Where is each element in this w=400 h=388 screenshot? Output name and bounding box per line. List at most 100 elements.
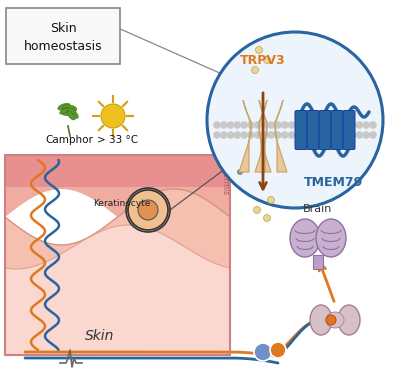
- Ellipse shape: [60, 108, 68, 114]
- Polygon shape: [275, 100, 287, 172]
- Circle shape: [247, 131, 255, 139]
- Ellipse shape: [290, 219, 320, 257]
- Bar: [313, 255, 323, 269]
- Ellipse shape: [338, 305, 360, 335]
- Polygon shape: [259, 100, 271, 172]
- FancyBboxPatch shape: [319, 111, 331, 149]
- Circle shape: [254, 121, 262, 129]
- Circle shape: [220, 131, 228, 139]
- Circle shape: [356, 131, 363, 139]
- Circle shape: [349, 121, 356, 129]
- Text: Keratinocyte: Keratinocyte: [93, 199, 150, 208]
- Circle shape: [101, 104, 125, 128]
- Circle shape: [270, 342, 286, 358]
- Circle shape: [213, 121, 221, 129]
- Circle shape: [274, 121, 282, 129]
- Bar: [5, 155, 230, 355]
- Circle shape: [264, 57, 270, 64]
- Circle shape: [227, 131, 234, 139]
- Ellipse shape: [58, 103, 70, 110]
- Circle shape: [356, 121, 363, 129]
- Circle shape: [342, 121, 350, 129]
- Text: Skin: Skin: [85, 329, 114, 343]
- Circle shape: [254, 206, 260, 213]
- Polygon shape: [5, 189, 230, 269]
- Circle shape: [301, 121, 309, 129]
- Circle shape: [335, 131, 343, 139]
- Circle shape: [234, 131, 241, 139]
- Circle shape: [268, 121, 275, 129]
- FancyBboxPatch shape: [6, 8, 120, 64]
- Circle shape: [349, 131, 356, 139]
- Ellipse shape: [326, 312, 344, 328]
- Ellipse shape: [63, 105, 77, 111]
- Circle shape: [308, 121, 316, 129]
- Circle shape: [308, 131, 316, 139]
- Circle shape: [268, 131, 275, 139]
- Circle shape: [328, 121, 336, 129]
- FancyBboxPatch shape: [307, 111, 319, 149]
- Circle shape: [234, 121, 241, 129]
- Circle shape: [128, 190, 168, 230]
- Polygon shape: [255, 100, 267, 172]
- Circle shape: [247, 121, 255, 129]
- Circle shape: [281, 131, 289, 139]
- Circle shape: [254, 131, 262, 139]
- Circle shape: [240, 131, 248, 139]
- Circle shape: [261, 131, 268, 139]
- Circle shape: [369, 121, 377, 129]
- Circle shape: [252, 66, 258, 73]
- Circle shape: [326, 315, 336, 325]
- FancyBboxPatch shape: [295, 111, 307, 149]
- Text: homeostasis: homeostasis: [24, 40, 102, 52]
- Circle shape: [315, 131, 322, 139]
- Text: TRPV3: TRPV3: [240, 54, 286, 66]
- Circle shape: [213, 131, 221, 139]
- Circle shape: [261, 121, 268, 129]
- Circle shape: [207, 32, 383, 208]
- Polygon shape: [5, 187, 230, 245]
- Circle shape: [237, 169, 243, 175]
- Ellipse shape: [316, 219, 346, 257]
- Circle shape: [294, 131, 302, 139]
- Polygon shape: [5, 155, 230, 187]
- FancyBboxPatch shape: [331, 111, 343, 149]
- Circle shape: [335, 121, 343, 129]
- Circle shape: [362, 121, 370, 129]
- Circle shape: [288, 131, 296, 139]
- Circle shape: [362, 131, 370, 139]
- Polygon shape: [239, 100, 251, 172]
- Circle shape: [315, 121, 322, 129]
- Text: Brain: Brain: [303, 204, 333, 214]
- Circle shape: [274, 131, 282, 139]
- Circle shape: [227, 121, 234, 129]
- Text: Skin: Skin: [50, 21, 76, 35]
- Circle shape: [256, 47, 262, 54]
- Circle shape: [220, 121, 228, 129]
- Circle shape: [240, 121, 248, 129]
- Circle shape: [281, 121, 289, 129]
- Ellipse shape: [66, 107, 76, 113]
- Circle shape: [322, 121, 329, 129]
- Circle shape: [328, 131, 336, 139]
- Text: Camphor: Camphor: [45, 135, 93, 145]
- Polygon shape: [5, 225, 230, 355]
- Text: TMEM79: TMEM79: [303, 175, 363, 189]
- Circle shape: [369, 131, 377, 139]
- Circle shape: [254, 343, 272, 361]
- Text: Epidermis: Epidermis: [220, 157, 230, 195]
- Ellipse shape: [67, 111, 75, 120]
- Circle shape: [301, 131, 309, 139]
- Ellipse shape: [62, 111, 73, 116]
- Ellipse shape: [64, 108, 78, 118]
- Circle shape: [138, 200, 158, 220]
- Circle shape: [268, 196, 274, 203]
- Circle shape: [288, 121, 296, 129]
- Circle shape: [322, 131, 329, 139]
- FancyBboxPatch shape: [343, 111, 355, 149]
- Circle shape: [342, 131, 350, 139]
- Circle shape: [294, 121, 302, 129]
- Circle shape: [264, 215, 270, 222]
- Text: > 33 °C: > 33 °C: [97, 135, 138, 145]
- Ellipse shape: [310, 305, 332, 335]
